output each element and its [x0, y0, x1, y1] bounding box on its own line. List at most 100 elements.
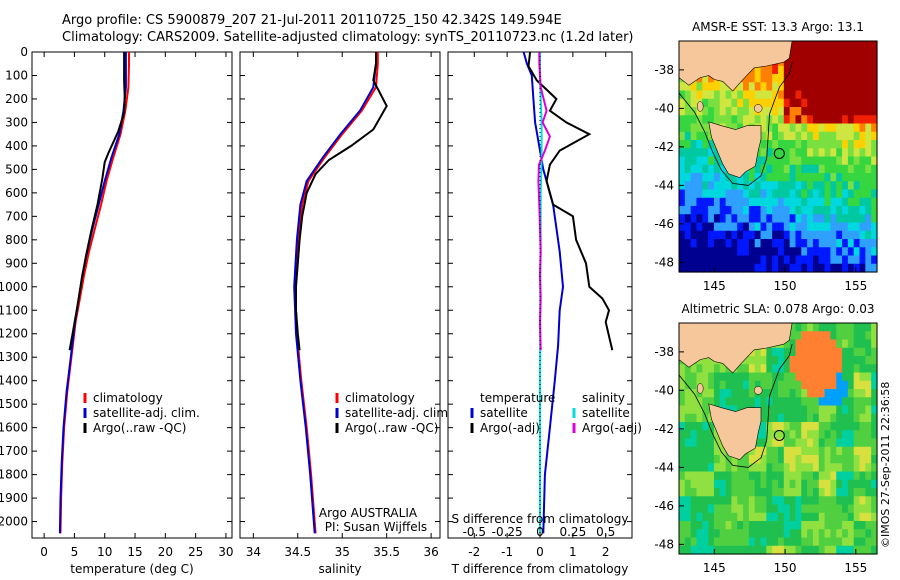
- field-cell: [783, 438, 791, 448]
- field-cell: [725, 479, 733, 489]
- field-cell: [842, 389, 849, 398]
- field-cell: [743, 372, 750, 382]
- field-cell: [713, 115, 721, 125]
- field-cell: [853, 239, 861, 248]
- field-cell: [684, 140, 692, 149]
- field-cell: [702, 430, 709, 440]
- field-cell: [830, 413, 837, 423]
- field-cell: [766, 455, 773, 464]
- field-cell: [801, 131, 808, 141]
- field-cell: [684, 222, 692, 232]
- field-cell: [789, 247, 797, 257]
- field-cell: [865, 323, 872, 332]
- field-cell: [772, 430, 779, 440]
- field-cell: [824, 446, 832, 456]
- field-cell: [801, 422, 808, 431]
- field-cell: [772, 380, 779, 390]
- field-cell: [766, 173, 773, 182]
- field-cell: [795, 123, 802, 133]
- field-cell: [830, 430, 837, 440]
- field-cell: [719, 529, 727, 539]
- field-cell: [842, 263, 849, 273]
- field-cell: [679, 197, 686, 207]
- field-cell: [713, 263, 721, 273]
- field-cell: [807, 164, 814, 174]
- field-cell: [708, 446, 715, 456]
- field-cell: [801, 263, 808, 273]
- field-cell: [748, 488, 756, 497]
- field-cell: [859, 140, 866, 149]
- field-cell: [731, 389, 738, 398]
- legend-label: satellite-adj. clim.: [345, 406, 452, 420]
- field-cell: [842, 529, 849, 539]
- field-cell: [696, 148, 703, 158]
- field-cell: [812, 537, 820, 547]
- mainland-landmass: [678, 322, 793, 374]
- field-cell: [853, 140, 861, 149]
- x-tick-label: 20: [158, 545, 173, 559]
- field-cell: [824, 247, 832, 257]
- field-cell: [772, 131, 779, 141]
- field-cell: [725, 189, 733, 199]
- field-cell: [731, 255, 738, 265]
- field-cell: [748, 90, 756, 100]
- field-cell: [760, 82, 767, 92]
- lat-tick-label: -46: [654, 217, 674, 231]
- field-cell: [853, 255, 861, 265]
- field-cell: [847, 529, 855, 539]
- field-cell: [696, 74, 703, 83]
- field-cell: [853, 422, 861, 431]
- field-cell: [865, 90, 872, 100]
- field-cell: [725, 545, 733, 555]
- field-cell: [801, 98, 808, 108]
- mainland-landmass: [678, 40, 793, 92]
- field-cell: [853, 372, 861, 382]
- field-cell: [684, 455, 692, 464]
- field-cell: [679, 98, 686, 108]
- field-cell: [830, 189, 837, 199]
- field-cell: [789, 57, 797, 67]
- field-cell: [778, 140, 785, 149]
- field-cell: [871, 471, 878, 481]
- field-cell: [818, 537, 826, 547]
- field-cell: [766, 239, 773, 248]
- field-cell: [789, 131, 797, 141]
- field-cell: [842, 496, 849, 506]
- field-cell: [696, 512, 703, 522]
- field-cell: [737, 98, 744, 108]
- field-cell: [778, 356, 785, 365]
- field-cell: [830, 206, 837, 215]
- field-cell: [853, 123, 861, 133]
- field-cell: [801, 181, 808, 191]
- field-cell: [871, 446, 878, 456]
- field-cell: [760, 512, 767, 522]
- field-cell: [754, 521, 762, 530]
- field-cell: [783, 156, 791, 166]
- field-cell: [743, 189, 750, 199]
- field-cell: [684, 372, 692, 382]
- field-cell: [859, 148, 866, 158]
- field-cell: [824, 173, 832, 182]
- field-cell: [783, 148, 791, 158]
- field-cell: [783, 123, 791, 133]
- field-cell: [754, 222, 762, 232]
- field-cell: [778, 488, 785, 497]
- field-cell: [783, 263, 791, 273]
- field-cell: [865, 123, 872, 133]
- field-cell: [853, 521, 861, 530]
- field-cell: [853, 90, 861, 100]
- field-cell: [760, 372, 767, 382]
- field-cell: [865, 115, 872, 125]
- field-cell: [853, 430, 861, 440]
- field-cell: [818, 123, 826, 133]
- y-tick-label: 1100: [0, 303, 28, 317]
- field-cell: [847, 140, 855, 149]
- field-cell: [778, 397, 785, 407]
- field-cell: [731, 107, 738, 116]
- field-cell: [853, 455, 861, 464]
- field-cell: [679, 115, 686, 125]
- field-cell: [684, 164, 692, 174]
- field-cell: [853, 413, 861, 423]
- field-cell: [830, 197, 837, 207]
- field-cell: [865, 389, 872, 398]
